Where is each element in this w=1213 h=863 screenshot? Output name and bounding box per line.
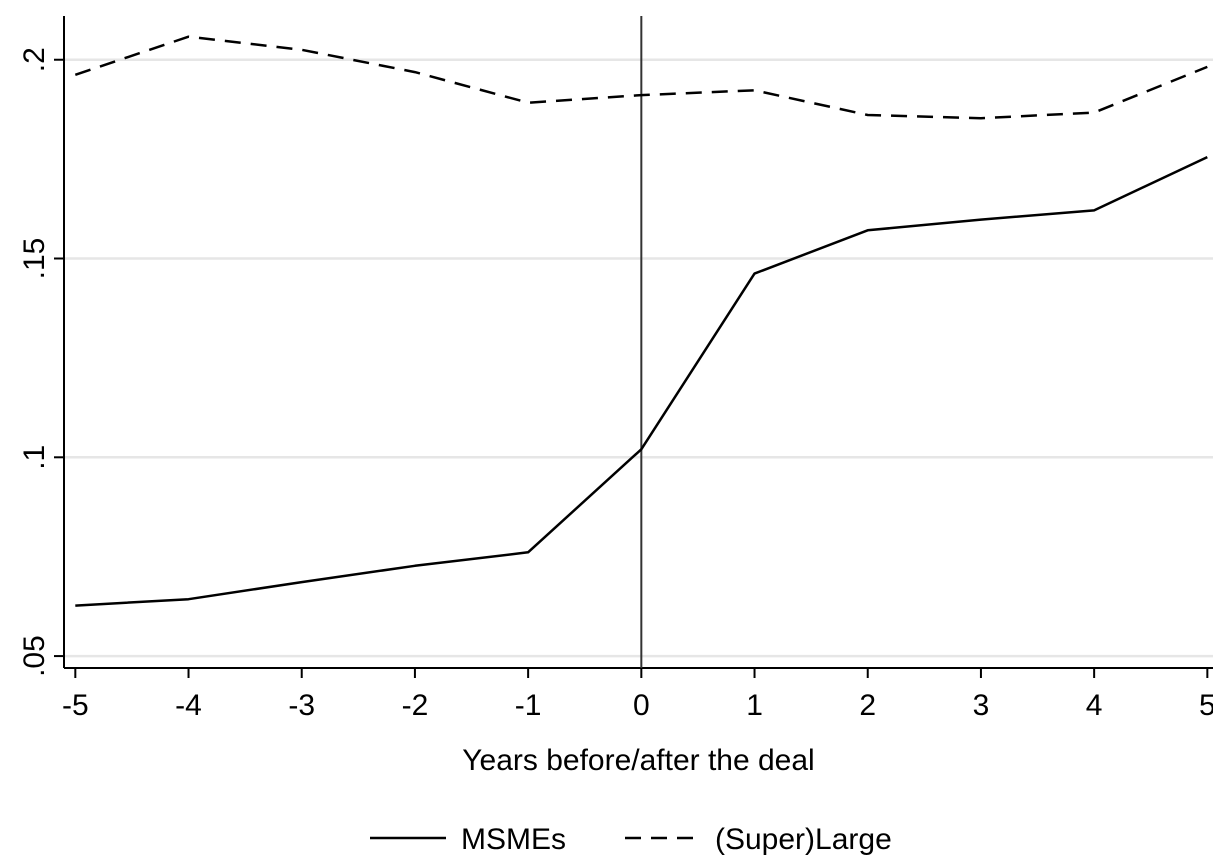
legend-label: (Super)Large: [715, 823, 892, 856]
series-lines: [74, 35, 1208, 607]
x-tick-label: -4: [175, 689, 202, 722]
y-tick-label: .1: [18, 445, 51, 470]
series-line-msmes: [75, 155, 1208, 607]
x-tick-label: 2: [859, 689, 876, 722]
y-tick-label: .15: [18, 238, 51, 280]
series-line-super-large: [74, 35, 1208, 120]
x-tick-label: 5: [1199, 689, 1213, 722]
legend-label: MSMEs: [461, 823, 566, 856]
legend: MSMEs (Super)Large: [370, 823, 892, 856]
x-tick-label: 1: [746, 689, 763, 722]
x-tick-label: -1: [515, 689, 542, 722]
axes: .05 .1 .15 .2 -5 -4 -3 -2 -1 0 1 2 3 4 5: [18, 16, 1213, 722]
x-tick-label: -5: [62, 689, 89, 722]
x-tick-label: 4: [1086, 689, 1103, 722]
x-tick-label: 3: [973, 689, 990, 722]
x-tick-label: 0: [633, 689, 650, 722]
y-tick-label: .2: [18, 47, 51, 72]
x-tick-label: -2: [402, 689, 429, 722]
x-tick-label: -3: [288, 689, 315, 722]
x-axis-title: Years before/after the deal: [462, 744, 814, 777]
grid-lines: [64, 58, 1213, 658]
y-tick-label: .05: [18, 635, 51, 677]
